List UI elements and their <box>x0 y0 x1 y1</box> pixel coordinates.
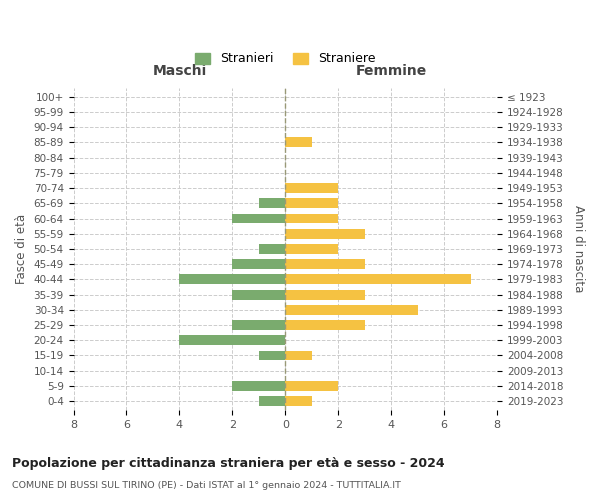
Bar <box>179 336 286 345</box>
Bar <box>286 229 365 238</box>
Text: Popolazione per cittadinanza straniera per età e sesso - 2024: Popolazione per cittadinanza straniera p… <box>12 458 445 470</box>
Bar <box>286 305 418 315</box>
Bar <box>259 244 286 254</box>
Bar <box>232 320 286 330</box>
Bar <box>232 259 286 269</box>
Bar <box>259 396 286 406</box>
Y-axis label: Fasce di età: Fasce di età <box>15 214 28 284</box>
Bar <box>179 274 286 284</box>
Bar <box>259 198 286 208</box>
Bar <box>232 214 286 224</box>
Bar <box>286 259 365 269</box>
Bar <box>286 320 365 330</box>
Bar <box>286 274 471 284</box>
Bar <box>286 381 338 391</box>
Bar <box>232 290 286 300</box>
Text: Femmine: Femmine <box>356 64 427 78</box>
Bar <box>286 214 338 224</box>
Bar <box>286 350 312 360</box>
Bar <box>286 244 338 254</box>
Bar <box>286 290 365 300</box>
Text: COMUNE DI BUSSI SUL TIRINO (PE) - Dati ISTAT al 1° gennaio 2024 - TUTTITALIA.IT: COMUNE DI BUSSI SUL TIRINO (PE) - Dati I… <box>12 481 401 490</box>
Bar <box>259 350 286 360</box>
Bar <box>286 396 312 406</box>
Text: Maschi: Maschi <box>152 64 206 78</box>
Bar <box>286 183 338 193</box>
Bar <box>286 198 338 208</box>
Bar <box>286 138 312 147</box>
Bar <box>232 381 286 391</box>
Legend: Stranieri, Straniere: Stranieri, Straniere <box>192 48 379 69</box>
Y-axis label: Anni di nascita: Anni di nascita <box>572 206 585 292</box>
